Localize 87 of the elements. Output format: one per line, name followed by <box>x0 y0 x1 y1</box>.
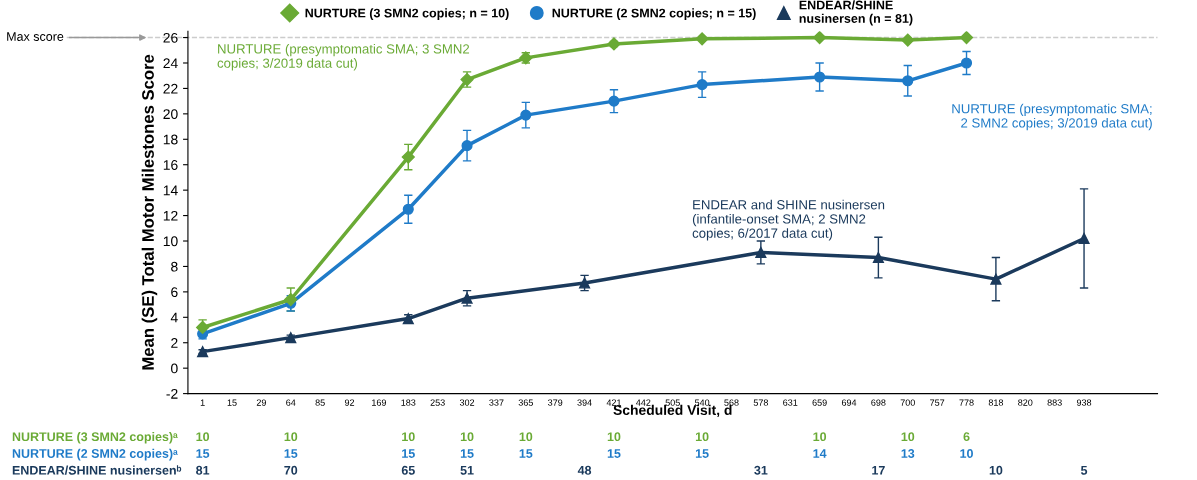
x-tick-label: 578 <box>753 399 768 406</box>
text: 14 <box>813 449 827 458</box>
text: 10 <box>813 432 827 442</box>
ref-line-label: Max score <box>7 32 64 41</box>
text: 65 <box>401 465 415 475</box>
x-tick-label: 365 <box>518 399 533 406</box>
x-axis-title: Scheduled Visit, d <box>613 404 732 418</box>
text: ENDEAR/SHINE nusinersenᵇ <box>12 465 182 475</box>
x-tick-label: 29 <box>256 399 266 406</box>
x-tick-label: 302 <box>459 399 475 406</box>
text: 15 <box>519 449 533 458</box>
x-tick-label: 938 <box>1076 399 1092 406</box>
text: 6 <box>963 432 970 442</box>
x-tick-label: 820 <box>1018 399 1033 406</box>
x-tick-label: 540 <box>694 399 710 406</box>
y-tick-label: -2 <box>166 388 178 399</box>
annotation: NURTURE (presymptomatic SMA; 2 SMN2 copies; 3/2019 data cut) <box>952 103 1152 131</box>
y-tick-label: 20 <box>163 109 178 120</box>
x-tick-label: 778 <box>959 399 974 406</box>
text: 51 <box>460 465 474 475</box>
x-tick-label: 421 <box>606 399 622 406</box>
legend-label: NURTURE (3 SMN2 copies; n = 10) <box>305 8 509 20</box>
text: 15 <box>284 449 298 458</box>
text: 31 <box>754 465 768 475</box>
text: NURTURE (2 SMN2 copies)ᵃ <box>12 448 178 461</box>
y-tick-label: 4 <box>170 312 178 323</box>
text: NURTURE (3 SMN2 copies)ᵃ <box>12 431 178 444</box>
x-tick-label: 379 <box>548 399 563 406</box>
text: 70 <box>284 465 298 475</box>
x-tick-label: 64 <box>286 399 296 406</box>
x-tick-label: 85 <box>315 399 325 406</box>
x-tick-label: 700 <box>900 399 915 406</box>
x-tick-label: 337 <box>489 399 504 406</box>
text: 5 <box>1080 465 1088 475</box>
y-tick-label: 8 <box>171 261 178 272</box>
y-tick-label: 2 <box>171 338 178 348</box>
x-tick-label: 694 <box>841 399 857 406</box>
text: 10 <box>196 432 210 442</box>
text: 10 <box>607 432 621 442</box>
text: 17 <box>872 465 885 475</box>
y-axis-title: Mean (SE) Total Motor Milestones Score <box>141 54 158 370</box>
text: 15 <box>460 449 474 458</box>
x-tick-label: 818 <box>988 399 1004 406</box>
x-tick-label: 505 <box>665 399 680 406</box>
x-tick-label: 15 <box>227 399 237 406</box>
text: 10 <box>960 449 973 458</box>
text: 10 <box>695 432 709 442</box>
x-tick-label: 253 <box>430 399 445 406</box>
y-tick-label: 14 <box>163 185 178 196</box>
text: 13 <box>901 449 915 458</box>
x-tick-label: 757 <box>930 399 945 406</box>
x-tick-label: 394 <box>577 399 592 406</box>
y-tick-label: 6 <box>171 287 178 298</box>
text: 10 <box>901 432 915 442</box>
x-tick-label: 92 <box>344 399 355 406</box>
y-tick-label: 26 <box>163 32 178 43</box>
text: 10 <box>284 432 298 442</box>
text: 15 <box>402 449 415 458</box>
text: 81 <box>196 465 210 475</box>
text: 15 <box>196 449 210 458</box>
text: 15 <box>695 449 709 458</box>
y-tick-label: 16 <box>163 160 178 170</box>
y-tick-label: 24 <box>163 58 178 69</box>
y-tick-label: 18 <box>163 134 178 145</box>
annotation: NURTURE (presymptomatic SMA; 3 SMN2 copies; 3/2019 data cut) <box>217 43 470 71</box>
text: 10 <box>519 432 533 442</box>
x-tick-label: 442 <box>636 399 651 406</box>
x-tick-label: 698 <box>871 399 886 406</box>
text: 10 <box>989 465 1003 475</box>
text: 48 <box>577 465 592 475</box>
legend-label: NURTURE (2 SMN2 copies; n = 15) <box>552 8 756 20</box>
x-tick-label: 568 <box>724 399 739 406</box>
x-tick-label: 1 <box>200 399 205 406</box>
x-tick-label: 169 <box>372 399 387 406</box>
y-tick-label: 0 <box>171 363 178 374</box>
y-tick-label: 12 <box>163 210 178 221</box>
text: 15 <box>607 449 621 458</box>
x-tick-label: 659 <box>812 399 827 406</box>
text: 10 <box>402 432 415 442</box>
y-tick-label: 22 <box>163 83 178 94</box>
text: 10 <box>460 432 474 442</box>
x-tick-label: 883 <box>1047 399 1062 406</box>
x-tick-label: 631 <box>783 399 798 406</box>
x-tick-label: 183 <box>401 399 416 406</box>
legend-label: ENDEAR/SHINE nusinersen (n = 81) <box>799 0 913 26</box>
y-tick-label: 10 <box>163 236 178 247</box>
annotation: ENDEAR and SHINE nusinersen (infantile-onset SMA; 2 SMN2 copies; 6/2017 data cut) <box>692 199 885 241</box>
